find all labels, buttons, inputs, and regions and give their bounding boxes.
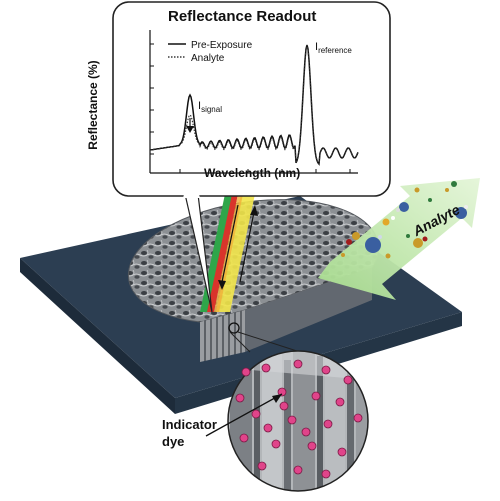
signal-arrowhead [186,126,194,133]
indicator-arrowhead [272,394,282,403]
dye-molecule [277,387,287,397]
readout-title: Reflectance Readout [168,8,317,25]
zoom-inset [227,350,369,492]
dye-molecule [271,439,281,449]
indicator-dye-label: Indicator dye [162,416,217,450]
axis-ticks [150,43,351,173]
dye-molecule [235,393,245,403]
dye-molecule [301,427,311,437]
legend-analyte: Analyte [191,53,225,64]
reference-peak-label: Ireference [315,41,352,55]
dye-molecule [241,367,251,377]
dye-molecule [311,391,321,401]
dye-molecule [335,397,345,407]
dye-molecule [321,469,331,479]
spectrum-plot [149,30,359,174]
zoom-connector [229,331,301,353]
reference-peak-subscript: reference [318,46,352,55]
signal-peak-label: Isignal [198,100,222,114]
dye-molecule [323,419,333,429]
y-axis-label: Reflectance (%) [86,60,100,150]
dye-molecule [287,415,297,425]
dye-molecule [337,447,347,457]
reflectance-readout-box [112,1,391,313]
dye-molecule [279,401,289,411]
dye-molecule [307,441,317,451]
dye-molecule [321,365,331,375]
signal-peak-subscript: signal [201,105,222,114]
indicator-dye-dots [235,359,363,479]
dye-molecule [353,413,363,423]
indicator-label-line1: Indicator [162,417,217,432]
analyte-arrow [318,178,480,300]
signal-peak-symbol: I [198,100,202,112]
dye-molecule [251,409,261,419]
indicator-label-line2: dye [162,434,185,449]
dye-molecule [343,375,353,385]
indicator-pointer [205,393,283,437]
dye-molecule [239,433,249,443]
dye-molecule [261,363,271,373]
dye-molecule [293,465,303,475]
reference-peak-symbol: I [315,41,319,53]
dye-molecule [293,359,303,369]
dye-molecule [263,423,273,433]
analyte-molecules [341,181,468,259]
x-axis-label: Wavelength (nm) [204,166,301,180]
legend-pre-exposure: Pre-Exposure [191,40,253,51]
analyte-curve [149,44,359,166]
dye-molecule [257,461,267,471]
